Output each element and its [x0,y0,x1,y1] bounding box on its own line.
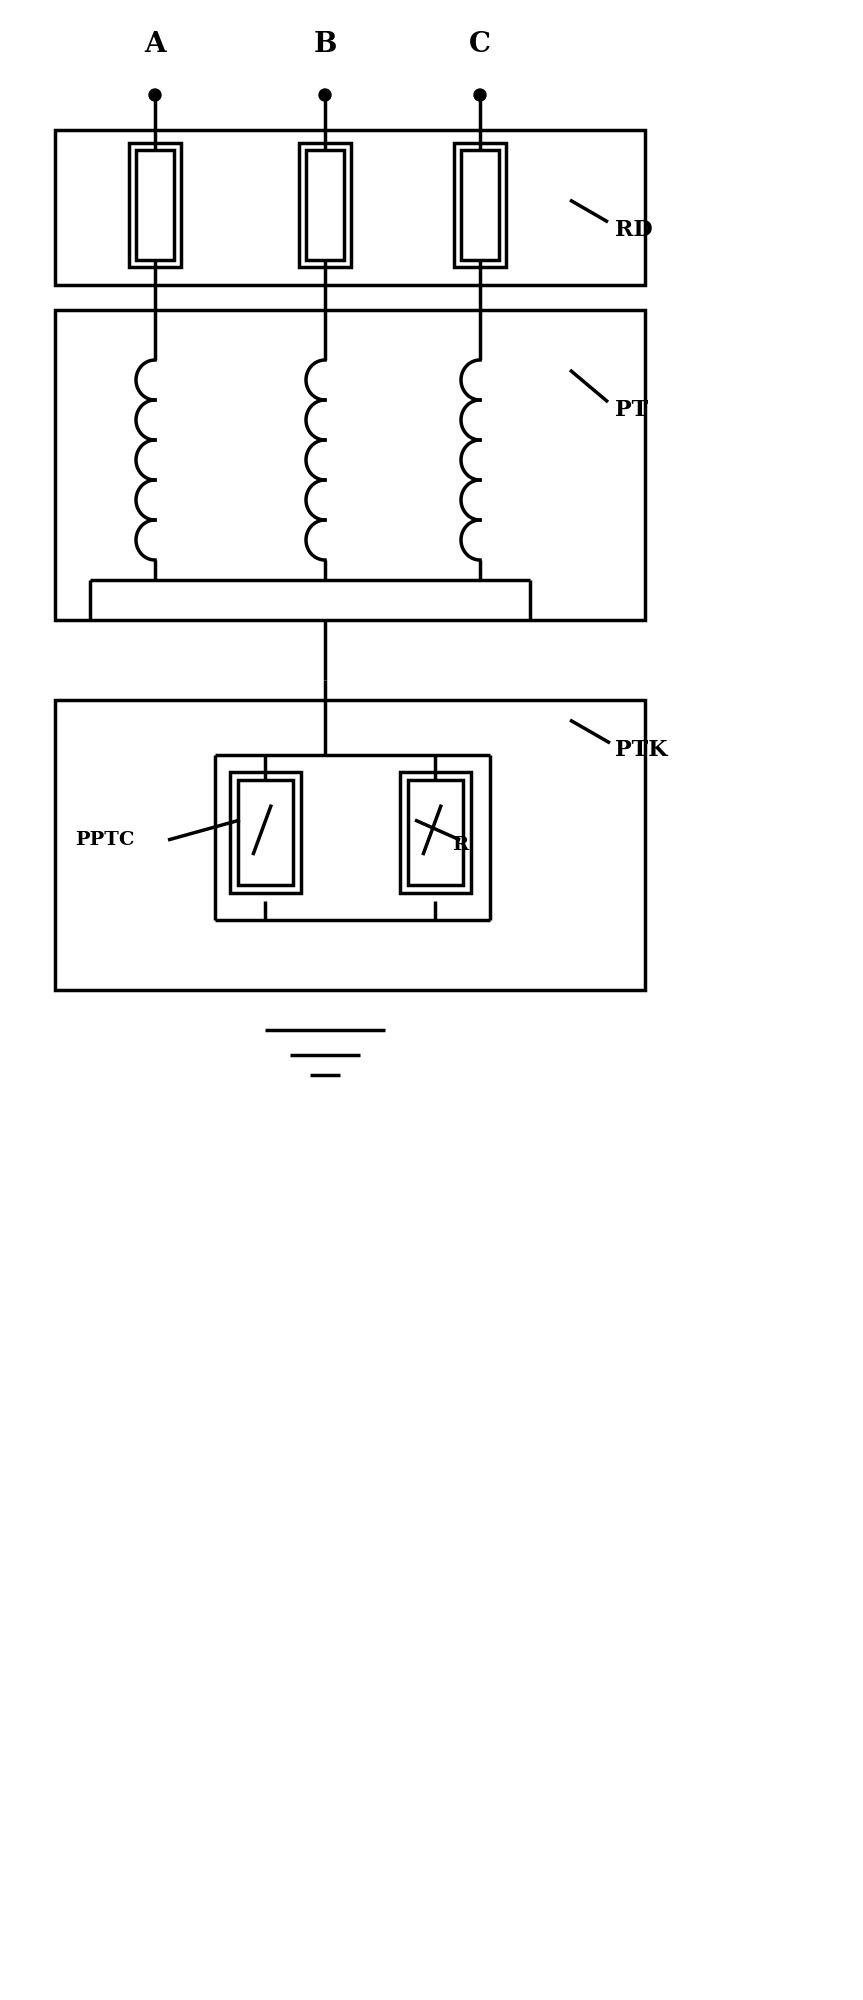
Bar [237,780,293,884]
Bar [55,130,645,284]
Text: C: C [469,32,491,58]
Bar [55,700,645,990]
Circle shape [149,88,161,100]
Bar [129,144,181,266]
Text: RD: RD [615,218,652,240]
Circle shape [474,88,486,100]
Text: B: B [313,32,337,58]
Text: R: R [452,836,468,854]
Text: PTK: PTK [615,738,667,760]
Bar [230,772,300,892]
Bar [55,310,645,620]
Text: PPTC: PPTC [75,832,135,848]
Bar [454,144,506,266]
Text: A: A [144,32,166,58]
Bar [136,150,174,260]
Text: PT: PT [615,400,648,422]
Bar [461,150,499,260]
Circle shape [319,88,331,100]
Bar [407,780,463,884]
Bar [400,772,470,892]
Bar [299,144,351,266]
Bar [306,150,344,260]
